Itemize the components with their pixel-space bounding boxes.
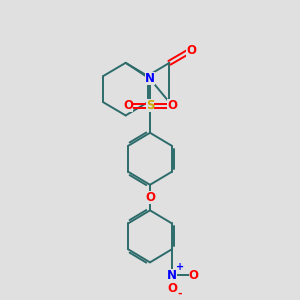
Text: O: O [145,191,155,204]
Text: +: + [176,262,184,272]
Text: O: O [123,99,133,112]
Text: O: O [186,44,197,57]
Text: N: N [167,268,177,282]
Text: O: O [167,99,177,112]
Text: O: O [167,282,177,295]
Text: -: - [177,289,182,299]
Text: N: N [145,72,155,86]
Text: O: O [189,268,199,282]
Text: S: S [146,99,154,112]
